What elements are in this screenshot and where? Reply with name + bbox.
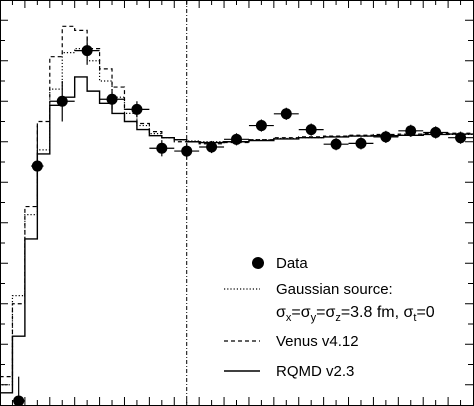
data-point — [99, 89, 125, 110]
data-point — [12, 376, 25, 406]
data-marker — [56, 95, 68, 107]
data-marker — [255, 120, 267, 132]
series-rqmd — [0, 76, 473, 405]
series-venus — [0, 25, 473, 405]
data-point — [31, 125, 44, 207]
data-marker — [280, 108, 292, 120]
data-point — [448, 131, 473, 144]
legend-gauss-label: Gaussian source: — [276, 281, 393, 298]
legend: Data Gaussian source: σx=σy=σz=3.8 fm, σ… — [224, 255, 435, 380]
data-marker — [355, 137, 367, 149]
data-point — [149, 140, 175, 157]
data-marker — [455, 132, 467, 144]
data-point — [298, 123, 324, 136]
legend-venus-label: Venus v4.12 — [276, 333, 359, 350]
data-marker — [81, 45, 93, 57]
data-marker — [231, 133, 242, 145]
data-marker — [430, 126, 442, 138]
data-point — [124, 101, 150, 118]
data-marker — [106, 93, 118, 105]
model-curves — [0, 25, 473, 405]
data-marker — [31, 160, 43, 172]
data-marker — [181, 145, 193, 157]
data-marker — [206, 141, 218, 153]
legend-data-marker — [252, 257, 264, 269]
legend-data-label: Data — [276, 255, 308, 272]
data-point — [174, 142, 200, 160]
data-marker — [131, 103, 143, 115]
data-point — [199, 140, 225, 154]
data-points — [12, 36, 473, 406]
legend-rqmd-label: RQMD v2.3 — [276, 363, 354, 380]
legend-gauss-formula: σx=σy=σz=3.8 fm, σt=0 — [276, 304, 435, 324]
data-marker — [305, 124, 317, 136]
data-point — [273, 107, 299, 120]
data-point — [74, 36, 100, 65]
series-gauss — [0, 48, 473, 405]
data-point — [398, 124, 424, 137]
data-point — [49, 81, 75, 122]
data-point — [348, 137, 374, 150]
data-marker — [405, 125, 417, 137]
data-marker — [156, 142, 168, 154]
data-point — [423, 126, 449, 139]
data-point — [224, 133, 249, 146]
data-point — [323, 138, 349, 151]
data-marker — [330, 138, 342, 150]
data-marker — [380, 131, 392, 143]
data-point — [373, 130, 399, 143]
data-point — [248, 119, 274, 132]
data-marker — [13, 395, 25, 406]
